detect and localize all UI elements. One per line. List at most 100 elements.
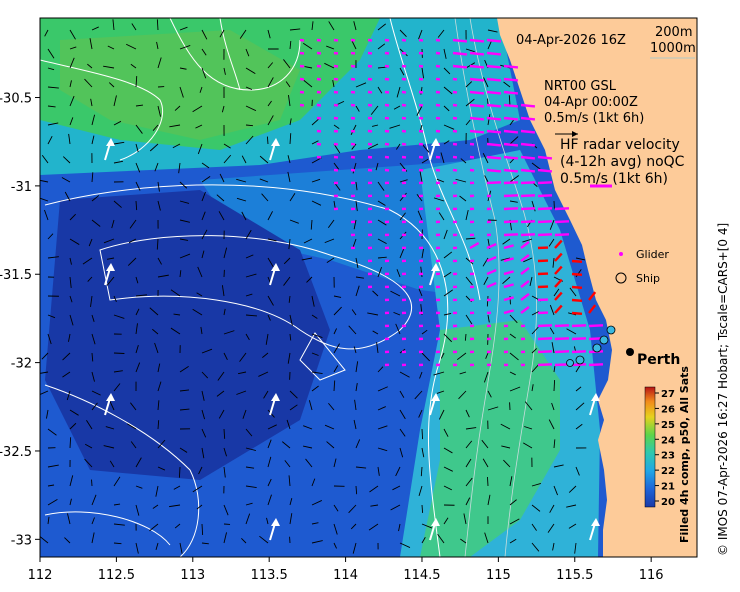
- gsl-vector: [69, 295, 73, 303]
- gsl-vector: [421, 428, 424, 440]
- gsl-vector: [44, 29, 49, 37]
- gsl-vector: [155, 485, 159, 497]
- gsl-vector: [465, 257, 474, 265]
- gsl-vector: [197, 266, 203, 278]
- gsl-vector: [303, 79, 313, 88]
- gsl-vector: [418, 409, 423, 418]
- drifter-arrowhead: [431, 138, 440, 146]
- gsl-vector: [266, 136, 269, 145]
- gsl-vector: [399, 447, 404, 458]
- colorbar: [644, 386, 656, 508]
- gsl-vector: [311, 140, 319, 145]
- gsl-vector: [178, 466, 181, 478]
- mooring-marker[interactable]: [606, 325, 616, 335]
- gsl-vector: [503, 459, 511, 468]
- gsl-vector: [377, 447, 388, 452]
- gsl-vector: [482, 458, 489, 468]
- gsl-vector: [113, 141, 125, 145]
- gsl-vector: [241, 211, 247, 221]
- gsl-vector: [459, 371, 467, 375]
- gsl-vector: [377, 238, 387, 245]
- gsl-vector: [217, 371, 225, 381]
- hf-vector: [486, 116, 502, 121]
- gsl-vector: [47, 105, 56, 108]
- gsl-vector: [348, 325, 357, 335]
- perth-marker[interactable]: [626, 348, 634, 356]
- mooring-marker[interactable]: [599, 335, 609, 345]
- gsl-vector: [465, 98, 475, 107]
- hf-vector: [588, 324, 604, 328]
- gsl-vector: [433, 197, 445, 202]
- gsl-vector: [465, 440, 473, 449]
- gsl-vector: [127, 257, 137, 266]
- gsl-vector: [529, 276, 533, 286]
- x-tick-label: 114.5: [403, 568, 440, 583]
- drifter-arrowhead: [106, 138, 115, 146]
- gsl-vector: [157, 439, 166, 449]
- gsl-vector: [575, 257, 586, 261]
- gsl-vector: [245, 502, 253, 506]
- mooring-marker[interactable]: [592, 343, 602, 353]
- gsl-vector: [267, 115, 274, 126]
- gsl-vector: [89, 38, 93, 50]
- gsl-vector: [566, 328, 577, 335]
- hf-vector: [554, 291, 563, 301]
- gsl-vector: [113, 503, 121, 506]
- gsl-vector: [465, 81, 473, 88]
- gsl-vector: [135, 104, 144, 107]
- gsl-vector: [421, 537, 426, 544]
- gsl-vector: [443, 229, 448, 240]
- drifter-arrowhead: [431, 263, 440, 271]
- gsl-vector: [69, 213, 76, 221]
- gsl-vector: [128, 238, 137, 244]
- gsl-vector: [267, 439, 272, 449]
- gsl-vector: [464, 333, 467, 341]
- gsl-vector: [149, 307, 159, 316]
- gsl-vector: [553, 365, 556, 373]
- hf-vector: [486, 168, 502, 173]
- gsl-vector: [418, 288, 423, 297]
- gsl-vector: [283, 257, 291, 265]
- mooring-marker[interactable]: [566, 359, 574, 367]
- gsl-vector: [69, 422, 77, 430]
- gsl-vector: [420, 466, 423, 477]
- hf-vector: [571, 324, 587, 328]
- gsl-vector: [245, 135, 254, 145]
- hf-vector: [503, 233, 519, 237]
- gsl-vector: [487, 114, 491, 126]
- hf-vector: [537, 363, 553, 367]
- colorbar-title: Filled 4h comp, p50, All Sats: [678, 366, 691, 543]
- drifter-arrowhead: [271, 518, 280, 526]
- gsl-vector: [289, 28, 301, 31]
- gsl-vector: [64, 191, 71, 202]
- hf-vector: [571, 363, 587, 367]
- gsl-vector: [377, 256, 387, 259]
- x-tick-label: 113.5: [251, 568, 288, 583]
- gsl-vector: [377, 386, 388, 392]
- depth-label-200m: 200m: [655, 25, 692, 40]
- gsl-vector: [308, 400, 313, 411]
- gsl-vector: [501, 445, 511, 449]
- depth-label-1000m: 1000m: [650, 41, 696, 56]
- mooring-marker[interactable]: [575, 355, 585, 365]
- gsl-vector: [289, 40, 292, 50]
- hf-vector: [571, 259, 583, 264]
- gsl-vector: [237, 371, 247, 375]
- gsl-vector: [179, 238, 189, 241]
- gsl-vector: [443, 86, 453, 95]
- gsl-vector: [113, 200, 122, 208]
- gsl-vector: [200, 326, 203, 335]
- hf-vector: [520, 103, 536, 108]
- colorbar-tick-label: 26: [661, 404, 675, 415]
- gsl-vector: [201, 523, 204, 536]
- gsl-vector: [482, 152, 489, 164]
- gsl-vector: [437, 533, 445, 544]
- hf-vector: [537, 337, 553, 341]
- gsl-vector: [223, 352, 228, 360]
- gsl-vector: [267, 238, 277, 242]
- gsl-vector: [111, 219, 115, 229]
- hf-vector: [503, 220, 519, 224]
- gsl-vector: [241, 155, 247, 164]
- gsl-vector: [575, 386, 582, 392]
- gsl-vector: [169, 124, 181, 128]
